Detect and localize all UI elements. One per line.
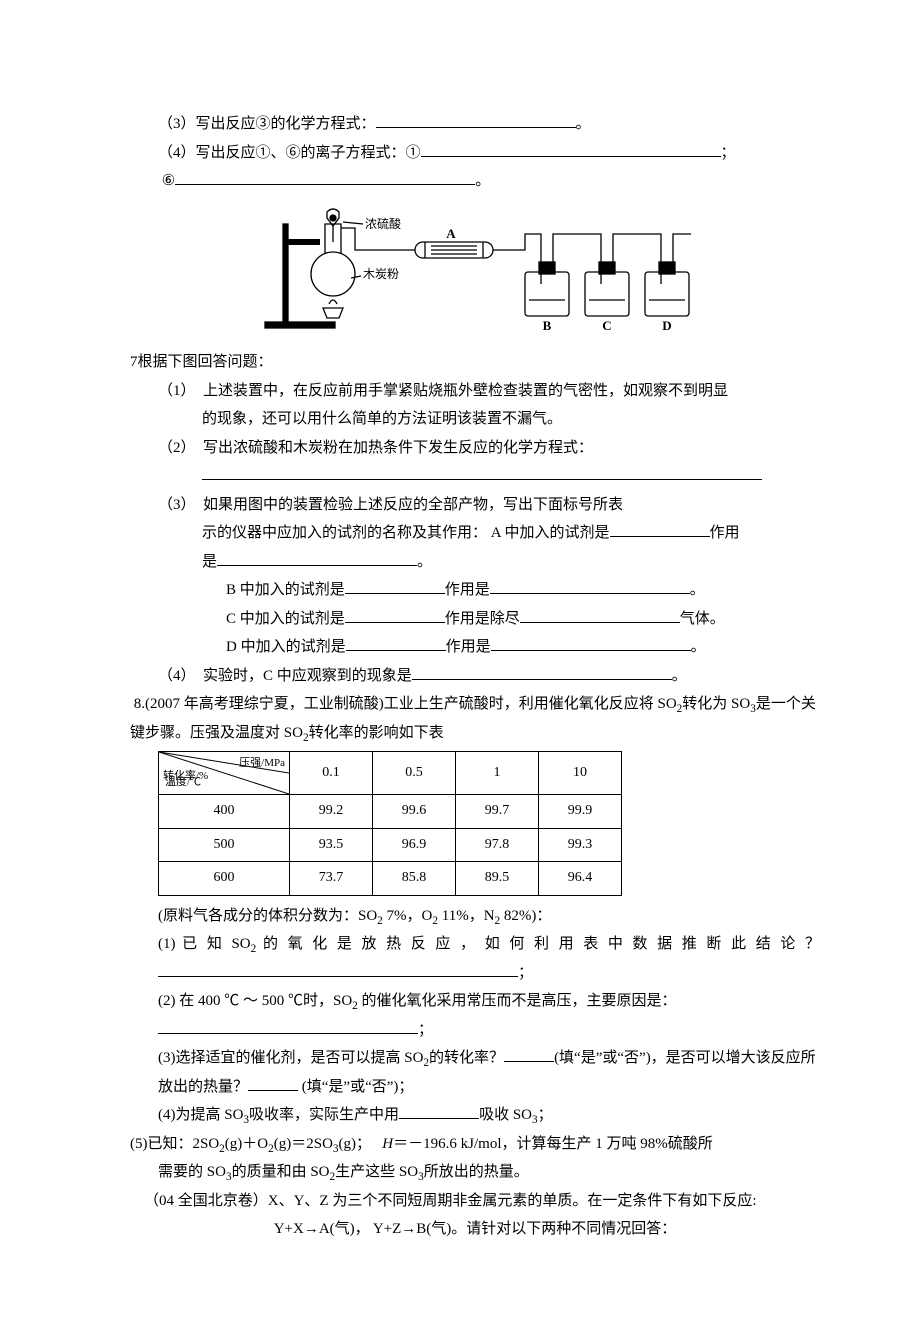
q7-2-blank — [130, 462, 820, 491]
cell: 99.3 — [539, 828, 622, 862]
cell: 85.8 — [373, 862, 456, 896]
table-row: 600 73.7 85.8 89.5 96.4 — [159, 862, 622, 896]
blank — [217, 550, 417, 566]
q7-3: （3） 如果用图中的装置检验上述反应的全部产物，写出下面标号所表 — [130, 491, 820, 520]
blank — [491, 635, 691, 651]
blank — [345, 578, 445, 594]
q8-5: (5)已知：2SO2(g)＋O2(g)＝2SO3(g)； H＝－196.6 kJ… — [130, 1130, 820, 1159]
cell: 99.2 — [290, 795, 373, 829]
row-label: 600 — [159, 862, 290, 896]
q9-head: （04 全国北京卷）X、Y、Z 为三个不同短周期非金属元素的单质。在一定条件下有… — [130, 1187, 820, 1216]
col-head: 10 — [539, 752, 622, 795]
table-row: 500 93.5 96.9 97.8 99.3 — [159, 828, 622, 862]
cell: 97.8 — [456, 828, 539, 862]
blank — [248, 1075, 298, 1091]
svg-text:C: C — [602, 318, 611, 333]
q7-3b: 示的仪器中应加入的试剂的名称及其作用： A 中加入的试剂是作用 — [130, 519, 820, 548]
text: D 中加入的试剂是 — [226, 639, 346, 655]
num: （3） — [158, 497, 196, 513]
text: 作用是 — [446, 639, 491, 655]
text: 作用是除尽 — [445, 611, 520, 627]
text: 作用是 — [445, 582, 490, 598]
q-line-3: （3）写出反应③的化学方程式：。 — [130, 110, 820, 139]
blank — [610, 521, 710, 537]
cell: 93.5 — [290, 828, 373, 862]
q8-2b: ； — [130, 1016, 820, 1045]
q7-3-C: C 中加入的试剂是 作用是除尽 气体。 — [130, 605, 820, 634]
cell: 89.5 — [456, 862, 539, 896]
blank — [158, 961, 518, 977]
q8-3: (3)选择适宜的催化剂，是否可以提高 SO2的转化率？(填“是”或“否”)，是否… — [130, 1044, 820, 1101]
blank — [202, 464, 762, 480]
corner-cell: 压强/MPa 转化率/% 温度/℃ — [159, 752, 290, 795]
q8-note: (原料气各成分的体积分数为：SO2 7%，O2 11%，N2 82%)： — [130, 902, 820, 931]
q7-1: （1） 上述装置中，在反应前用手掌紧贴烧瓶外壁检查装置的气密性，如观察不到明显 — [130, 377, 820, 406]
corner-bot: 温度/℃ — [165, 772, 201, 793]
blank — [412, 664, 672, 680]
q7-1b: 的现象，还可以用什么简单的方法证明该装置不漏气。 — [130, 405, 820, 434]
q7-3-B: B 中加入的试剂是作用是。 — [130, 576, 820, 605]
q7-3-D: D 中加入的试剂是作用是。 — [130, 633, 820, 662]
cell: 99.7 — [456, 795, 539, 829]
corner-top: 压强/MPa — [239, 753, 285, 774]
q8-2: (2) 在 400 ℃ ～ 500 ℃时，SO2 的催化氧化采用常压而不是高压，… — [130, 987, 820, 1016]
col-head: 1 — [456, 752, 539, 795]
blank — [504, 1046, 554, 1062]
blank — [175, 169, 475, 185]
table-row: 400 99.2 99.6 99.7 99.9 — [159, 795, 622, 829]
text: ⑥ — [162, 173, 175, 189]
blank — [346, 635, 446, 651]
q7-3c: 是。 — [130, 548, 820, 577]
blank — [421, 141, 721, 157]
q8-1: (1) 已 知 SO2 的 氧 化 是 放 热 反 应 ， 如 何 利 用 表 … — [130, 930, 820, 987]
blank — [376, 112, 576, 128]
blank — [490, 578, 690, 594]
q7-4: （4） 实验时，C 中应观察到的现象是。 — [130, 662, 820, 691]
text: C 中加入的试剂是 — [226, 611, 345, 627]
q9-eq: Y+X→A(气)， Y+Z→B(气)。请针对以下两种不同情况回答： — [130, 1215, 820, 1244]
cell: 73.7 — [290, 862, 373, 896]
blank — [345, 607, 445, 623]
q8-4: (4)为提高 SO3吸收率，实际生产中用吸收 SO3； — [130, 1101, 820, 1130]
text: 示的仪器中应加入的试剂的名称及其作用： A 中加入的试剂是 — [202, 525, 610, 541]
text: 如果用图中的装置检验上述反应的全部产物，写出下面标号所表 — [203, 497, 623, 513]
blank — [520, 607, 680, 623]
q7-2: （2） 写出浓硫酸和木炭粉在加热条件下发生反应的化学方程式： — [130, 434, 820, 463]
row-label: 500 — [159, 828, 290, 862]
col-head: 0.1 — [290, 752, 373, 795]
text: 实验时，C 中应观察到的现象是 — [203, 668, 412, 684]
svg-text:木炭粉: 木炭粉 — [363, 267, 399, 281]
q-line-4b: ⑥。 — [130, 167, 820, 196]
text: 上述装置中，在反应前用手掌紧贴烧瓶外壁检查装置的气密性，如观察不到明显 — [203, 383, 728, 399]
num: （2） — [158, 440, 196, 456]
svg-text:B: B — [543, 318, 552, 333]
text: B 中加入的试剂是 — [226, 582, 345, 598]
apparatus-figure: 浓硫酸 木炭粉 A — [130, 204, 820, 345]
row-label: 400 — [159, 795, 290, 829]
cell: 96.9 — [373, 828, 456, 862]
blank — [158, 1018, 418, 1034]
text: 写出浓硫酸和木炭粉在加热条件下发生反应的化学方程式： — [203, 440, 593, 456]
num: （4） — [158, 668, 196, 684]
q7-head: 7根据下图回答问题： — [130, 348, 820, 377]
page-content: （3）写出反应③的化学方程式：。 （4）写出反应①、⑥的离子方程式：①； ⑥。 — [0, 0, 920, 1324]
svg-text:D: D — [662, 318, 671, 333]
text: 气体。 — [680, 611, 725, 627]
q8-5b: 需要的 SO3的质量和由 SO2生产这些 SO3所放出的热量。 — [130, 1158, 820, 1187]
num: （1） — [158, 383, 196, 399]
cell: 99.9 — [539, 795, 622, 829]
conversion-table: 压强/MPa 转化率/% 温度/℃ 0.1 0.5 1 10 400 99.2 … — [158, 751, 622, 896]
svg-text:A: A — [446, 226, 456, 241]
cell: 96.4 — [539, 862, 622, 896]
text: (填“是”或“否”)； — [298, 1079, 413, 1095]
text: （4）写出反应①、⑥的离子方程式：① — [158, 145, 421, 161]
cell: 99.6 — [373, 795, 456, 829]
text: （3）写出反应③的化学方程式： — [158, 116, 376, 132]
svg-text:浓硫酸: 浓硫酸 — [365, 216, 401, 231]
blank — [399, 1103, 479, 1119]
q8-head: 8.(2007 年高考理综宁夏，工业制硫酸)工业上生产硫酸时，利用催化氧化反应将… — [130, 690, 820, 747]
col-head: 0.5 — [373, 752, 456, 795]
q-line-4: （4）写出反应①、⑥的离子方程式：①； — [130, 139, 820, 168]
